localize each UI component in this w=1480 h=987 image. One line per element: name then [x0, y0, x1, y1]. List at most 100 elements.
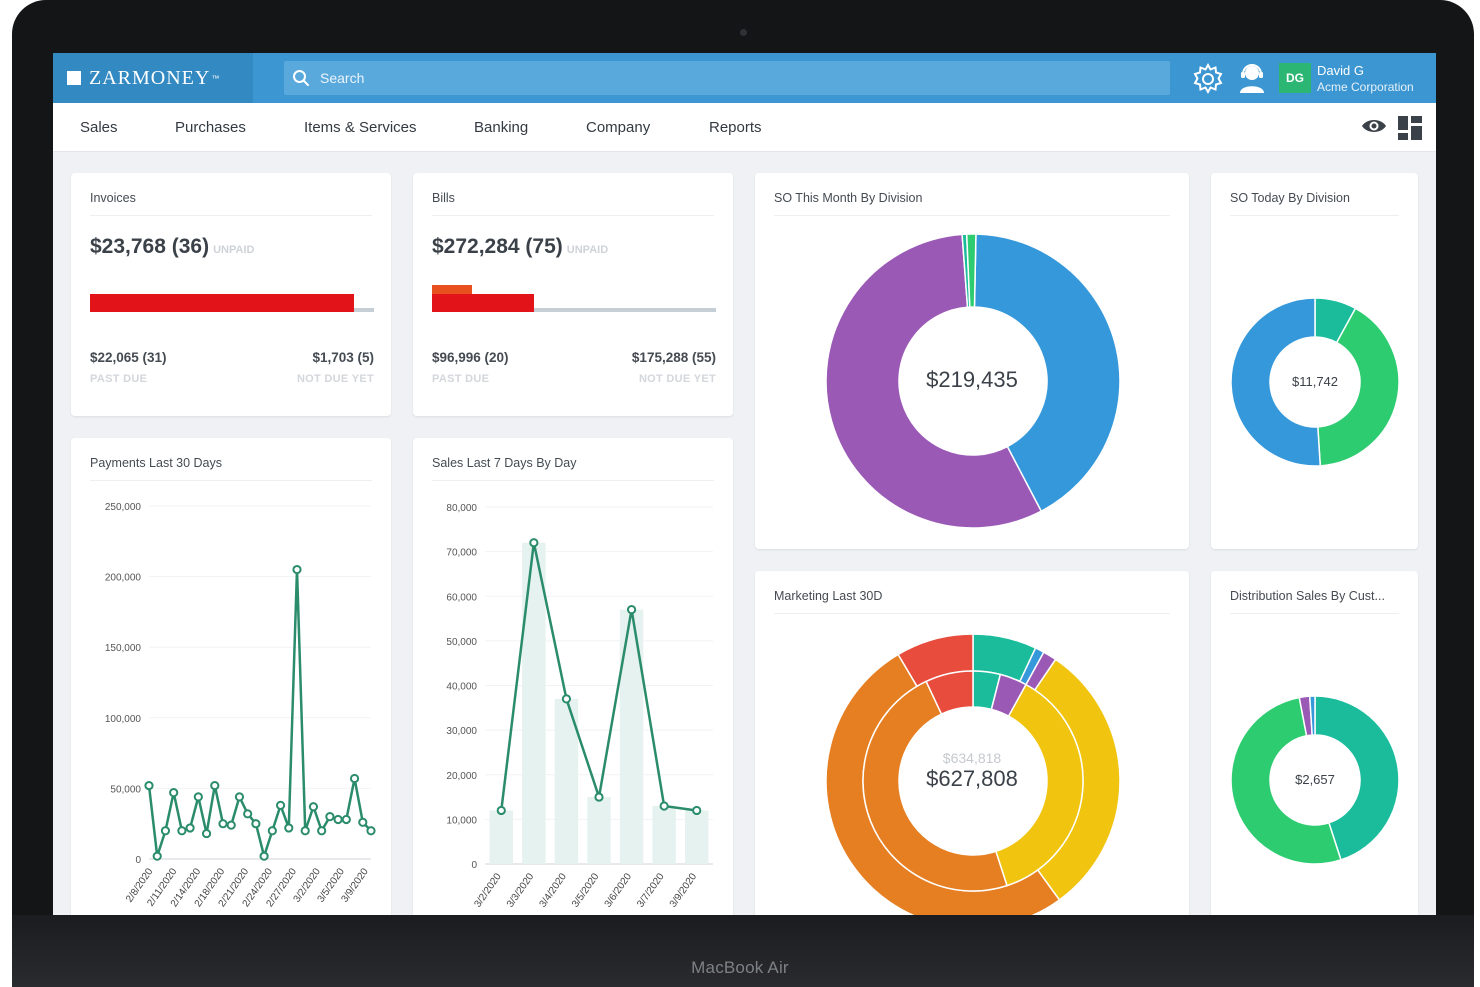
divider [90, 215, 372, 216]
bills-card[interactable]: Bills $272,284 (75) UNPAID $96,996 (20) P… [413, 173, 733, 416]
dashboard-layout-icon[interactable] [1397, 115, 1423, 141]
sales7-ytick-label: 60,000 [446, 592, 477, 603]
distribution-card[interactable]: Distribution Sales By Cust... $2,657 [1211, 571, 1418, 915]
payments-point[interactable] [193, 792, 203, 802]
invoices-card[interactable]: Invoices $23,768 (36) UNPAID $22,065 (31)… [71, 173, 391, 416]
search-input[interactable] [318, 69, 1122, 87]
marketing-card[interactable]: Marketing Last 30D $634,818 $627,808 [755, 571, 1189, 915]
payments-ytick-label: 0 [135, 855, 141, 866]
divider [432, 480, 714, 481]
sales7-ytick-label: 70,000 [446, 548, 477, 559]
distribution-slice-3[interactable] [1308, 695, 1316, 736]
payments-ytick-label: 100,000 [105, 714, 142, 725]
payments-point[interactable] [144, 780, 154, 791]
payments-point[interactable] [317, 826, 327, 836]
payments-point[interactable] [366, 826, 376, 836]
payments-point[interactable] [267, 826, 277, 836]
sales7-point[interactable] [626, 605, 637, 615]
bills-status: UNPAID [566, 244, 609, 256]
payments-point[interactable] [292, 564, 302, 575]
payments-point[interactable] [243, 809, 253, 819]
payments-ytick-label: 200,000 [105, 573, 142, 584]
payments-point[interactable] [358, 817, 368, 827]
nav-purchases[interactable]: Purchases [175, 119, 246, 136]
nav-reports[interactable]: Reports [709, 119, 762, 136]
payments-point[interactable] [210, 780, 220, 791]
payments-card[interactable]: Payments Last 30 Days 0 50,000 100,000 150,… [71, 438, 391, 915]
sales7-point[interactable] [561, 694, 572, 704]
payments-point[interactable] [226, 820, 236, 830]
payments-point[interactable] [152, 851, 162, 861]
sales7-ytick-label: 40,000 [446, 682, 477, 693]
user-name[interactable]: David G [1317, 63, 1364, 78]
so-month-card[interactable]: SO This Month By Division $219,435 [755, 173, 1189, 549]
payments-point[interactable] [275, 800, 286, 810]
nav-banking[interactable]: Banking [474, 119, 529, 136]
payments-point[interactable] [333, 814, 343, 825]
nav-company[interactable]: Company [586, 119, 651, 136]
payments-point[interactable] [169, 788, 179, 798]
payments-title: Payments Last 30 Days [90, 456, 223, 470]
payments-point[interactable] [300, 826, 310, 836]
eye-icon[interactable] [1361, 117, 1387, 135]
nav-items-services[interactable]: Items & Services [304, 119, 417, 136]
so-today-slice-2[interactable] [1230, 297, 1322, 467]
gear-icon[interactable] [1191, 62, 1225, 96]
payments-point[interactable] [308, 802, 319, 812]
marketing-title: Marketing Last 30D [774, 589, 883, 603]
sales7-xtick-label: 3/9/2020 [668, 871, 700, 910]
so-today-card[interactable]: SO Today By Division $11,742 [1211, 173, 1418, 549]
sales7-point[interactable] [659, 801, 669, 811]
sales7-card[interactable]: Sales Last 7 Days By Day 0 10,000 20,000 30… [413, 438, 733, 915]
sales7-ytick-label: 10,000 [446, 815, 477, 826]
sales7-ytick-label: 0 [471, 860, 477, 871]
sales7-point[interactable] [496, 805, 506, 816]
marketing-inner-slice-4[interactable] [925, 670, 974, 716]
nav-sales[interactable]: Sales [80, 119, 118, 136]
search-bar[interactable] [284, 61, 1170, 95]
so-today-slice-1[interactable] [1317, 307, 1400, 467]
payments-series-line [147, 569, 372, 861]
payments-point[interactable] [341, 814, 351, 825]
distribution-total: $2,657 [1295, 772, 1335, 787]
payments-point[interactable] [160, 826, 171, 836]
sales7-ytick-label: 30,000 [446, 726, 477, 737]
sales7-bar [587, 797, 611, 864]
search-icon [293, 70, 309, 86]
so-month-slice-0[interactable] [973, 233, 1121, 513]
payments-point[interactable] [284, 823, 294, 833]
distribution-slice-1[interactable] [1230, 696, 1342, 865]
payments-point[interactable] [201, 828, 212, 839]
payments-point[interactable] [234, 792, 245, 802]
main-nav: Sales Purchases Items & Services Banking… [53, 103, 1436, 152]
divider [90, 480, 372, 481]
user-avatar[interactable]: DG [1279, 63, 1311, 93]
logo[interactable]: ZARMONEY ™ [53, 53, 253, 103]
user-company[interactable]: Acme Corporation [1317, 80, 1414, 94]
sales7-point[interactable] [529, 538, 539, 548]
payments-point[interactable] [259, 851, 269, 861]
sales7-point[interactable] [594, 792, 604, 802]
divider [774, 613, 1170, 614]
logo-mark [67, 71, 81, 85]
sales7-point[interactable] [692, 805, 702, 816]
payments-ytick-label: 250,000 [105, 502, 142, 513]
sales7-title: Sales Last 7 Days By Day [432, 456, 577, 470]
so-month-slice-1[interactable] [825, 233, 1043, 529]
bills-past-due-label: PAST DUE [432, 373, 490, 385]
payments-point[interactable] [251, 819, 261, 829]
payments-point[interactable] [325, 812, 335, 822]
marketing-inner-slice-3[interactable] [862, 680, 1008, 892]
distribution-slice-0[interactable] [1314, 695, 1400, 861]
payments-point[interactable] [349, 773, 360, 784]
so-month-slice-3[interactable] [965, 233, 977, 308]
marketing-inner-slice-2[interactable] [994, 683, 1084, 887]
payments-point[interactable] [218, 819, 228, 829]
support-agent-icon[interactable] [1237, 62, 1267, 94]
logo-trademark: ™ [211, 73, 220, 83]
payments-point[interactable] [177, 826, 187, 836]
sales7-xtick-label: 3/3/2020 [505, 871, 537, 910]
laptop-chin [12, 915, 1474, 987]
payments-point[interactable] [185, 823, 195, 833]
